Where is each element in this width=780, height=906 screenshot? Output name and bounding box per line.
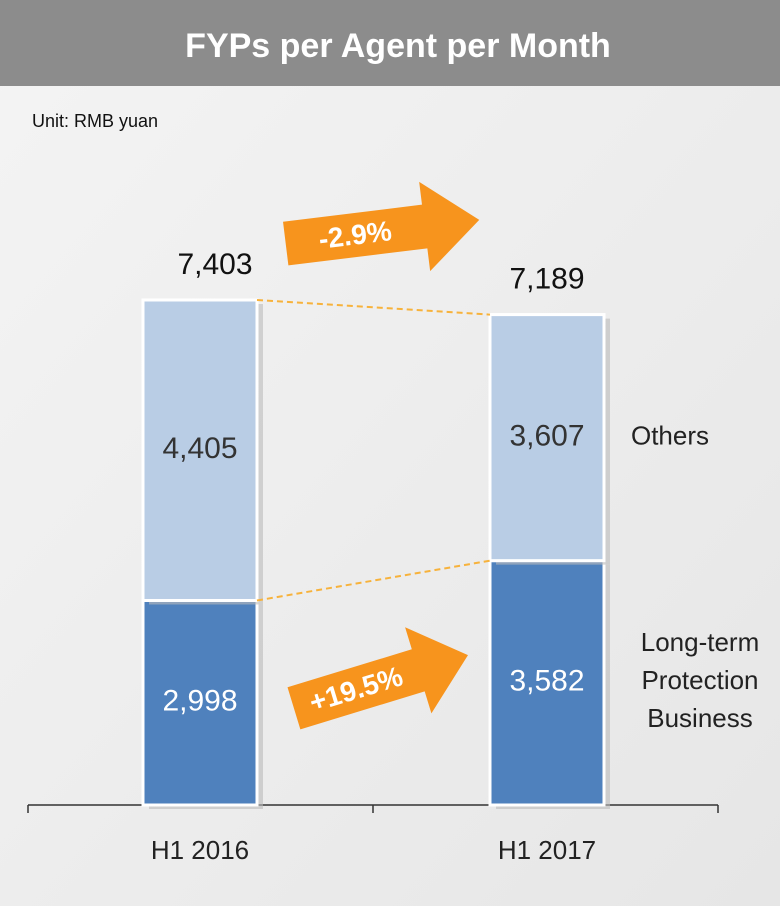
title-banner <box>0 0 780 86</box>
value-label: 3,607 <box>509 420 584 453</box>
arrow-shape <box>287 627 468 730</box>
bar-segment <box>488 559 606 807</box>
bar-segment <box>488 313 606 563</box>
legend-entry: Long-term Protection Business <box>640 626 760 733</box>
total-label: 7,403 <box>177 248 252 281</box>
x-tick-label: H1 2016 <box>151 835 249 865</box>
bar-segment <box>141 298 259 602</box>
legend-label: Others <box>631 420 709 450</box>
legend-label: Long-term Protection Business <box>640 626 760 733</box>
chart-title: FYPs per Agent per Month <box>185 27 611 65</box>
value-label: 3,582 <box>509 665 584 698</box>
x-tick-label: H1 2017 <box>498 835 596 865</box>
connector <box>256 299 491 316</box>
value-label: 2,998 <box>162 685 237 718</box>
value-label: 4,405 <box>162 432 237 465</box>
plot: H1 2016 2,998 4,405 7,403 H1 2017 3,582 Long-t… <box>27 248 760 865</box>
arrow-total: -2.9% <box>283 181 480 272</box>
arrow-shape <box>283 181 480 272</box>
unit-label: Unit: RMB yuan <box>32 111 158 131</box>
bar-segment <box>141 598 259 807</box>
total-label: 7,189 <box>509 263 584 296</box>
